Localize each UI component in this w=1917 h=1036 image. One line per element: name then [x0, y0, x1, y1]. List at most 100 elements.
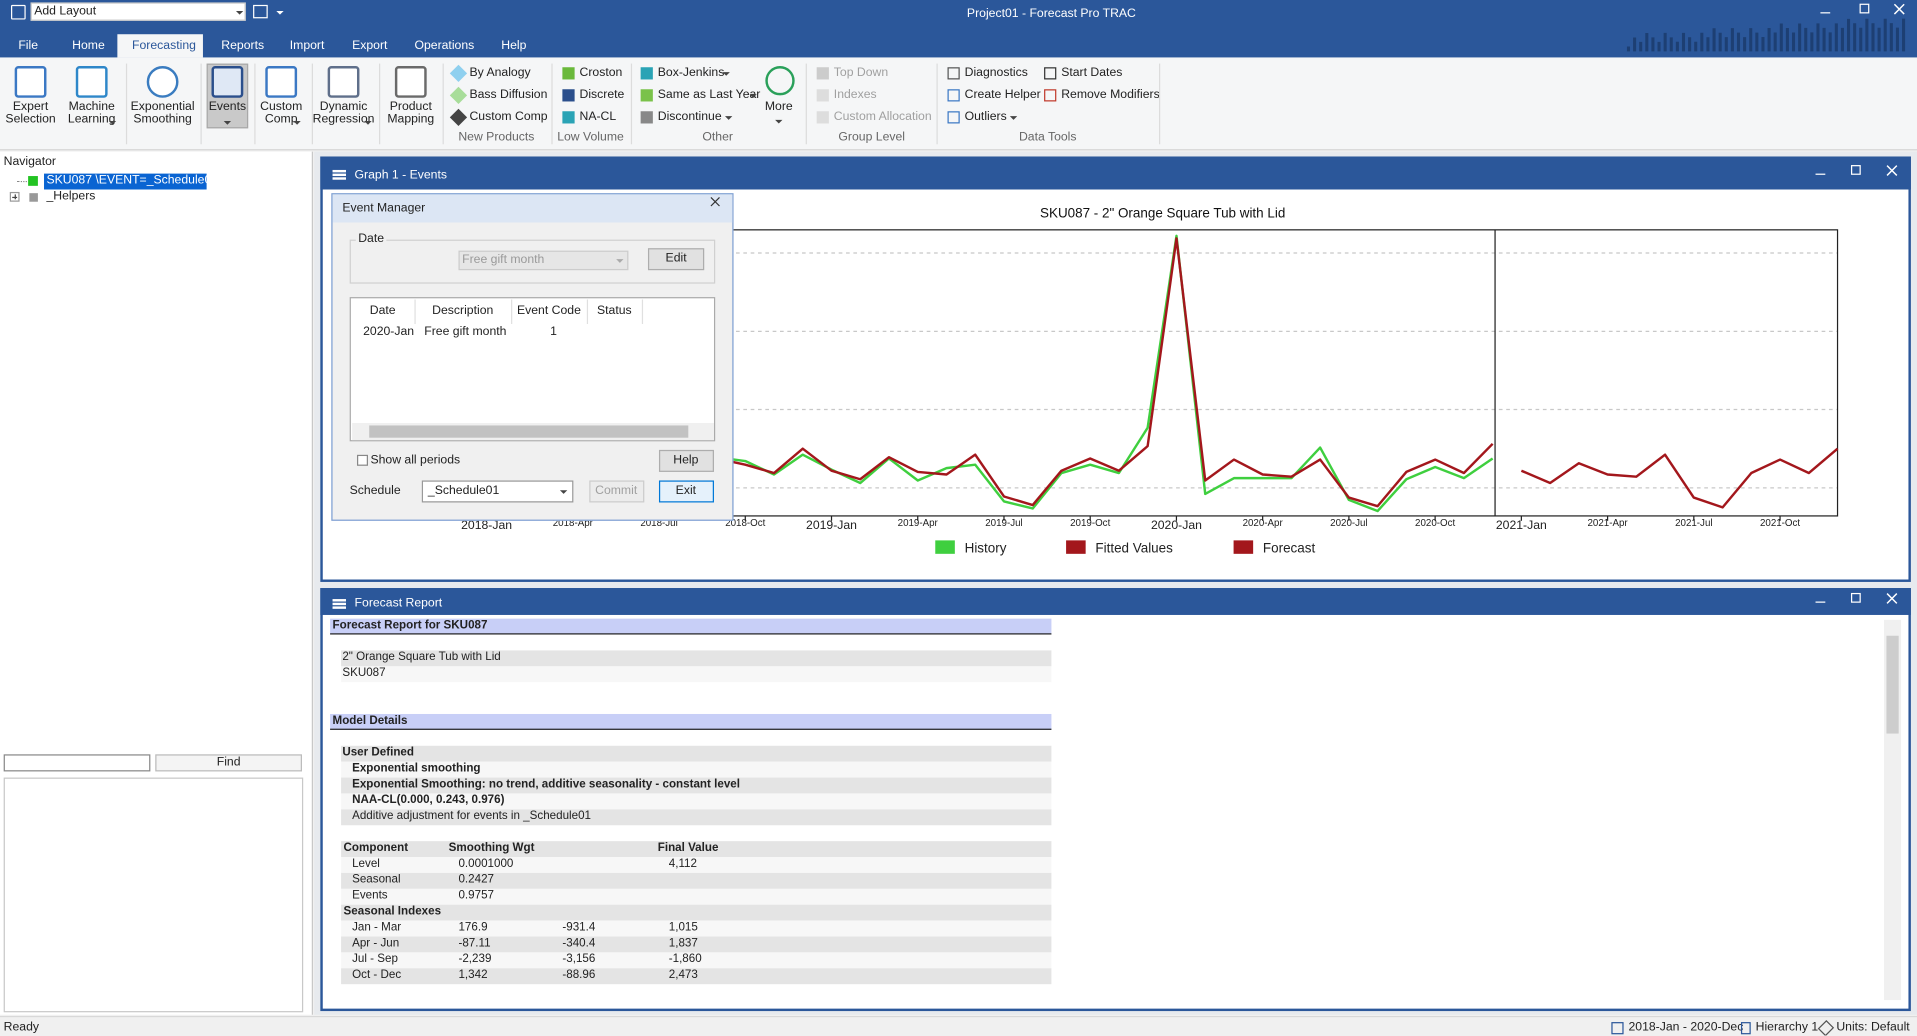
ribbon-tab[interactable]: Forecasting — [132, 39, 196, 53]
ribbon-big-icon — [265, 66, 298, 98]
ribbon-item[interactable]: Bass Diffusion — [469, 88, 548, 102]
maximize-button[interactable] — [1859, 3, 1870, 14]
ribbon-item[interactable]: Remove Modifiers — [1061, 88, 1160, 102]
close-glyph — [1893, 3, 1905, 15]
report-row — [341, 920, 1052, 937]
ribbon-big-label[interactable]: Dynamic — [319, 100, 368, 114]
ribbon-item-icon — [947, 67, 960, 80]
tree-node[interactable]: SKU087 \EVENT=_Schedule01 — [46, 173, 219, 188]
report-row — [341, 793, 1052, 810]
ribbon-item-icon — [1044, 67, 1057, 80]
ribbon-tab[interactable]: Help — [501, 39, 527, 53]
maximize-button[interactable] — [1850, 592, 1861, 603]
ribbon-group-label: Other — [702, 130, 733, 145]
checkbox[interactable] — [356, 454, 368, 466]
tree-selection[interactable] — [44, 173, 207, 190]
dropdown-arrow — [276, 11, 284, 15]
dialog-close[interactable] — [710, 197, 720, 207]
ribbon-tab[interactable]: Export — [352, 39, 388, 53]
report-cell: Exponential smoothing — [352, 761, 481, 776]
ribbon-item[interactable]: Indexes — [833, 88, 877, 102]
ribbon-item[interactable]: Same as Last Year — [657, 88, 761, 102]
checkbox-label[interactable]: Show all periods — [370, 453, 461, 468]
ribbon-big-label[interactable]: Events — [208, 100, 247, 114]
ribbon-big-label[interactable]: Exponential — [130, 100, 195, 114]
ribbon-item[interactable]: Custom Allocation — [833, 110, 932, 124]
minimize-button[interactable] — [1815, 601, 1826, 603]
ribbon-tab[interactable]: Home — [72, 39, 105, 53]
column-header[interactable]: Description — [432, 304, 494, 318]
report-row — [341, 666, 1052, 683]
find-input[interactable] — [3, 754, 151, 772]
ribbon-big-label[interactable]: Expert — [12, 100, 49, 114]
report-section-heading — [330, 618, 1052, 635]
ribbon-item[interactable]: Discontinue — [657, 110, 722, 124]
column-header[interactable]: Event Code — [516, 304, 581, 318]
menu-icon[interactable] — [332, 169, 346, 172]
ribbon-tab[interactable]: File — [18, 39, 39, 53]
ribbon-big-icon — [75, 66, 108, 98]
list-scroll-thumb[interactable] — [369, 425, 689, 438]
status-icon — [1611, 1022, 1624, 1035]
ribbon-separator — [378, 63, 381, 145]
report-cell: -340.4 — [562, 936, 596, 950]
ribbon-item[interactable]: Create Helper — [964, 88, 1041, 102]
ribbon-item[interactable]: Discrete — [579, 88, 625, 102]
ribbon-item[interactable]: Outliers — [964, 110, 1007, 124]
ribbon-big-label[interactable]: Smoothing — [133, 112, 192, 126]
ribbon-item[interactable]: Start Dates — [1061, 66, 1123, 80]
column-header[interactable]: Status — [597, 304, 632, 318]
ribbon-big-label[interactable]: Regression — [312, 112, 375, 126]
close-glyph — [1886, 165, 1898, 176]
ribbon-item[interactable]: Custom Comp — [469, 110, 548, 124]
ribbon-tab[interactable]: Operations — [414, 39, 475, 53]
ribbon-item[interactable]: Top Down — [833, 66, 889, 80]
menu-icon — [332, 177, 346, 180]
close-button[interactable] — [1886, 593, 1898, 604]
dropdown-arrow — [616, 259, 624, 263]
ribbon-tab[interactable]: Reports — [221, 39, 265, 53]
report-row — [341, 857, 1052, 873]
ribbon-item[interactable]: By Analogy — [469, 66, 531, 80]
event-cell[interactable]: 2020-Jan — [363, 325, 415, 339]
title-bar — [0, 0, 1917, 58]
event-cell[interactable]: 1 — [550, 325, 557, 339]
ribbon-big-label[interactable]: More — [764, 100, 793, 114]
menu-icon[interactable] — [332, 599, 346, 601]
close-button[interactable] — [1893, 3, 1905, 15]
minimize-button[interactable] — [1815, 173, 1826, 175]
save-icon[interactable] — [11, 4, 26, 20]
report-cell: 176.9 — [458, 920, 488, 935]
event-cell[interactable]: Free gift month — [424, 325, 507, 339]
layout-combo[interactable] — [30, 2, 246, 21]
ribbon-item-icon — [562, 67, 575, 80]
layout-icon[interactable] — [253, 4, 268, 19]
report-cell: Smoothing Wgt — [448, 841, 535, 855]
ribbon-item[interactable]: Diagnostics — [964, 66, 1028, 80]
ribbon-big-label[interactable]: Learning — [67, 112, 116, 126]
ribbon-item[interactable]: Croston — [579, 66, 623, 80]
find-button[interactable] — [155, 754, 302, 772]
minimize-button[interactable] — [1820, 12, 1831, 14]
dropdown-arrow — [223, 121, 232, 125]
report-cell: Component — [343, 841, 409, 855]
ribbon-big-label[interactable]: Comp — [264, 112, 298, 126]
ribbon-big-label[interactable]: Mapping — [387, 112, 435, 126]
report-scroll-thumb[interactable] — [1886, 635, 1899, 734]
ribbon-item[interactable]: Box-Jenkins — [657, 66, 725, 80]
tree-node[interactable]: _Helpers — [46, 189, 96, 203]
ribbon-big-label[interactable]: Product — [389, 100, 432, 114]
column-divider — [641, 299, 644, 324]
ribbon-big-label[interactable]: Machine — [68, 100, 115, 114]
ribbon-tab[interactable]: Import — [289, 39, 325, 53]
maximize-button[interactable] — [1850, 165, 1861, 175]
close-button[interactable] — [1886, 165, 1898, 176]
ribbon-big-label[interactable]: Selection — [5, 112, 56, 126]
ribbon-big-label[interactable]: Custom — [260, 100, 303, 114]
ribbon-item-icon — [640, 89, 653, 102]
column-header[interactable]: Date — [369, 304, 396, 318]
status-period: 2018-Jan - 2020-Dec — [1628, 1020, 1744, 1035]
navigator-results — [3, 777, 304, 1013]
ribbon-item[interactable]: NA-CL — [579, 110, 617, 124]
report-cell: 0.2427 — [458, 872, 494, 887]
